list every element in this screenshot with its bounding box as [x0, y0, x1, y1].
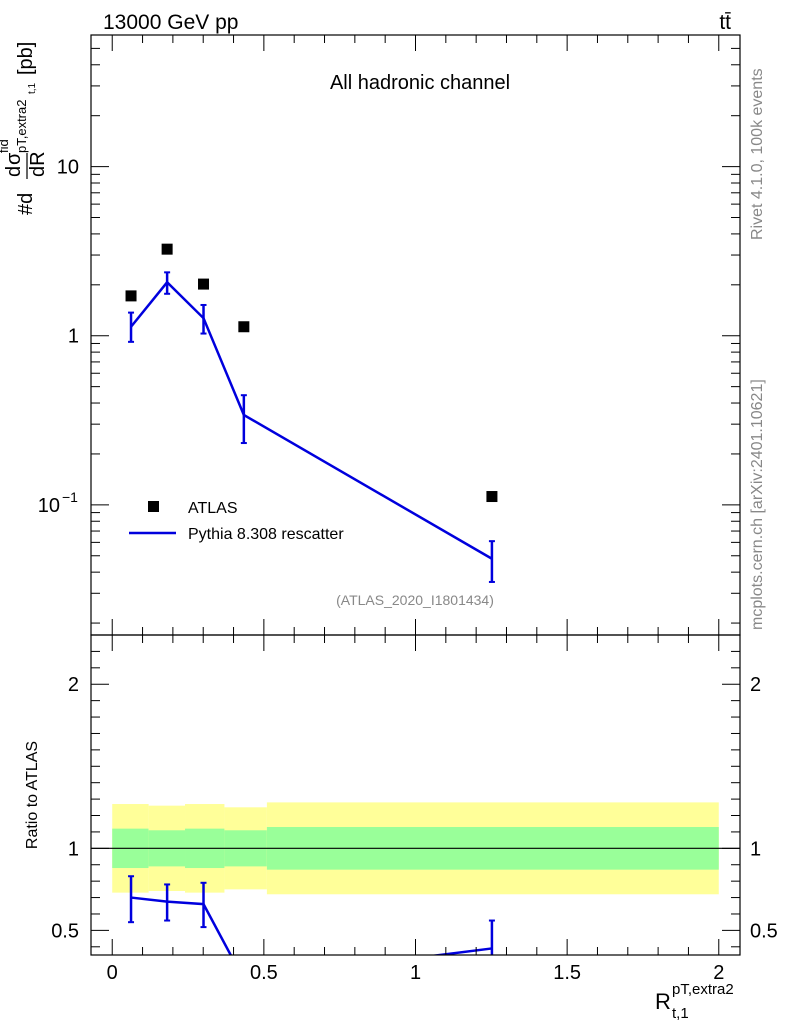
atlas-point	[125, 290, 137, 302]
pythia-line	[130, 280, 493, 560]
x-tick-label: 1	[410, 962, 421, 984]
ratio-panel: 2 2 1 1 0.5 0.5 0 0.5 1 1.5 2 Ratio to ATLAS R pT…	[24, 634, 778, 1022]
rivet-label: Rivet 4.1.0, 100k events	[749, 68, 766, 240]
legend-pythia-label: Pythia 8.308 rescatter	[188, 526, 344, 543]
legend-atlas-marker	[148, 501, 159, 512]
process-label: tt̄	[719, 11, 731, 34]
mcplots-label: mcplots.cern.ch [arXiv:2401.10621]	[749, 379, 766, 630]
chart-title: All hadronic channel	[330, 72, 510, 94]
legend: ATLAS Pythia 8.308 rescatter	[129, 500, 344, 543]
ratio-y-tick-label-right: 2	[750, 674, 761, 696]
atlas-point	[486, 491, 498, 503]
ylabel-unit: [pb]	[15, 42, 37, 75]
main-axis-ticks	[91, 34, 740, 635]
ratio-y-tick-label-left: 1	[68, 838, 79, 860]
main-frame	[90, 34, 741, 636]
x-tick-label: 1.5	[553, 962, 581, 984]
xlabel-sup: pT,extra2	[672, 981, 734, 998]
atlas-point	[238, 321, 250, 333]
ratio-y-tick-label-left: 0.5	[51, 920, 79, 942]
ratio-y-tick-labels: 2 2 1 1 0.5 0.5	[51, 674, 778, 942]
main-y-tick-label-exponent: −1	[62, 489, 78, 505]
atlas-point	[161, 243, 173, 255]
ratio-series-layer	[128, 875, 495, 955]
xlabel-sub: t,1	[672, 1005, 689, 1022]
ylabel-prefix: #d	[15, 193, 37, 215]
ylabel-numerator-d: d	[3, 166, 25, 177]
ratio-frame	[90, 634, 741, 956]
main-series-layer	[125, 243, 498, 583]
ratio-y-axis-label: Ratio to ATLAS	[24, 741, 41, 849]
ratio-y-tick-label-right: 1	[750, 838, 761, 860]
energy-label: 13000 GeV pp	[103, 11, 238, 34]
ratio-y-tick-label-right: 0.5	[750, 920, 778, 942]
main-y-tick-label: 10	[38, 495, 60, 517]
ylabel-sigma: σ	[3, 152, 25, 165]
main-y-axis-label: #d d σ fid pT,extra2 t,1 dR [pb]	[0, 42, 49, 215]
atlas-point	[198, 278, 210, 290]
ratio-pythia-line	[130, 896, 493, 955]
ratio-y-tick-label-left: 2	[68, 674, 79, 696]
main-y-tick-label: 10	[57, 157, 79, 179]
x-tick-label: 2	[713, 962, 724, 984]
ratio-series-group	[128, 875, 495, 955]
x-tick-label: 0	[107, 962, 118, 984]
ylabel-sub-t1: t,1	[27, 82, 38, 94]
analysis-label: (ATLAS_2020_I1801434)	[336, 592, 494, 608]
x-tick-labels: 0 0.5 1 1.5 2	[107, 962, 725, 984]
legend-atlas-label: ATLAS	[188, 500, 238, 517]
ylabel-denominator: dR	[27, 151, 49, 177]
x-tick-label: 0.5	[250, 962, 278, 984]
x-axis-label: R pT,extra2 t,1	[655, 981, 734, 1022]
ylabel-sub-ptextra2: pT,extra2	[14, 100, 29, 153]
ratio-axis-ticks	[91, 634, 740, 955]
xlabel-base: R	[655, 989, 671, 1014]
main-y-tick-label: 1	[68, 326, 79, 348]
ylabel-sup-fid: fid	[0, 139, 11, 153]
